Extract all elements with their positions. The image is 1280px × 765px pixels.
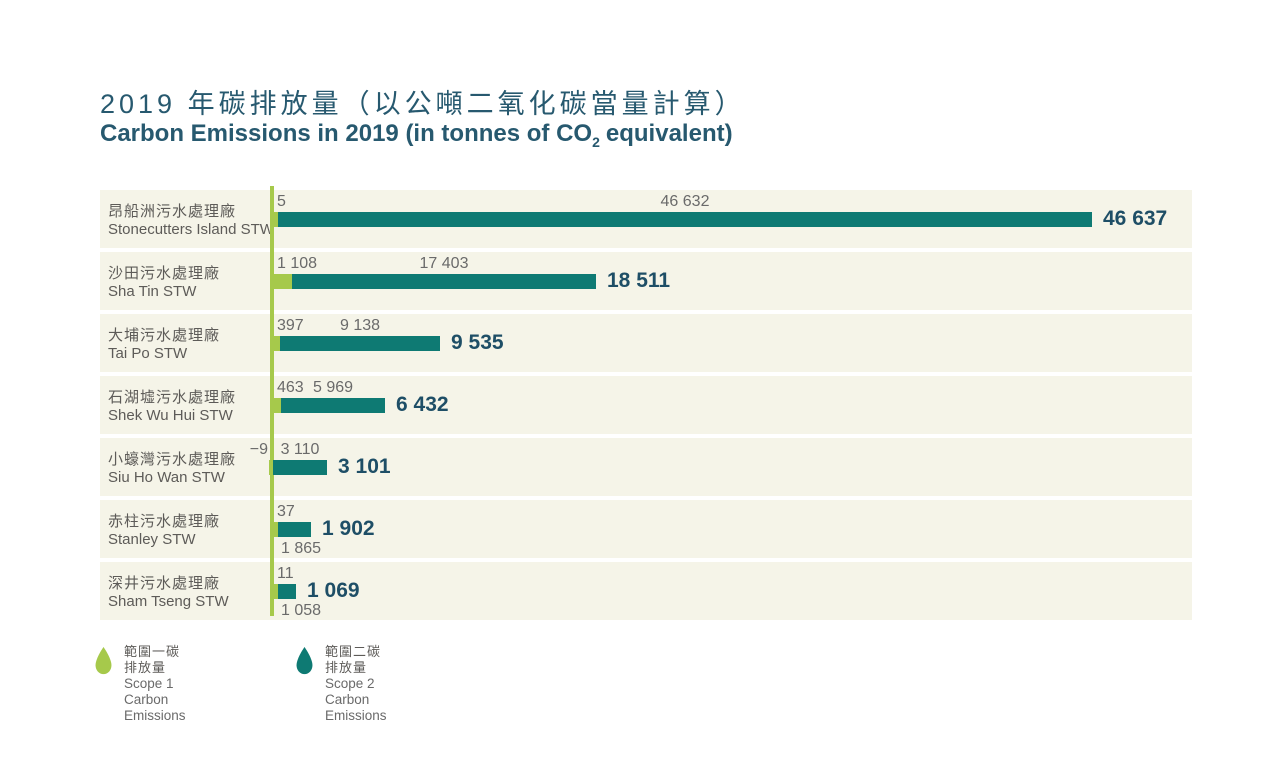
scope1-bar-segment xyxy=(273,336,280,351)
row-label-en: Sha Tin STW xyxy=(108,283,197,300)
scope2-value-label: 1 865 xyxy=(281,540,322,557)
total-value-label: 1 069 xyxy=(307,579,360,602)
scope2-value-label: 5 969 xyxy=(312,379,354,396)
scope1-bar-segment xyxy=(273,212,278,227)
row-label-zh: 大埔污水處理廠 xyxy=(108,327,221,344)
co2-subscript: 2 xyxy=(592,133,600,150)
scope1-bar-segment xyxy=(269,460,273,475)
scope1-value-label: 463 xyxy=(277,379,304,396)
scope2-bar-segment xyxy=(281,398,385,413)
row-label-zh: 赤柱污水處理廠 xyxy=(108,513,221,530)
scope2-bar-segment xyxy=(273,460,327,475)
chart-row: 石湖墟污水處理廠 Shek Wu Hui STW 463 5 969 6 432 xyxy=(100,376,1192,434)
total-value-label: 18 511 xyxy=(607,269,671,292)
row-label-en: Stanley STW xyxy=(108,531,196,548)
scope2-bar-segment xyxy=(278,584,296,599)
total-value-label: 6 432 xyxy=(396,393,449,416)
legend-item-scope2: 範圍二碳排放量 Scope 2 Carbon Emissions xyxy=(293,644,387,724)
scope1-value-label: −9 xyxy=(249,441,268,458)
scope2-value-label: 1 058 xyxy=(281,602,322,619)
total-value-label: 46 637 xyxy=(1103,207,1168,230)
row-label: 昂船洲污水處理廠 Stonecutters Island STW xyxy=(108,203,274,239)
chart-row: 小蠔灣污水處理廠 Siu Ho Wan STW −9 3 110 3 101 xyxy=(100,438,1192,496)
chart-row: 赤柱污水處理廠 Stanley STW 37 1 865 1 902 xyxy=(100,500,1192,558)
chart-row: 昂船洲污水處理廠 Stonecutters Island STW 5 46 63… xyxy=(100,190,1192,248)
scope2-value-label: 3 110 xyxy=(280,441,320,458)
scope2-value-label: 9 138 xyxy=(339,317,381,334)
scope1-value-label: 37 xyxy=(277,503,295,520)
chart-row: 深井污水處理廠 Sham Tseng STW 11 1 058 1 069 xyxy=(100,562,1192,620)
legend-label-scope2-en: Scope 2 Carbon Emissions xyxy=(325,676,387,723)
scope1-bar-segment xyxy=(273,522,278,537)
total-value-label: 9 535 xyxy=(451,331,504,354)
chart-title-zh: 2019 年碳排放量（以公噸二氧化碳當量計算） xyxy=(100,89,746,119)
axis-line xyxy=(270,186,274,616)
row-label: 赤柱污水處理廠 Stanley STW xyxy=(108,513,220,549)
scope2-bar-segment xyxy=(278,212,1092,227)
scope1-bar-segment xyxy=(273,584,278,599)
row-label-zh: 小蠔灣污水處理廠 xyxy=(108,451,237,468)
scope2-bar-segment xyxy=(292,274,596,289)
scope1-value-label: 397 xyxy=(277,317,304,334)
drop-icon xyxy=(95,646,112,675)
row-label-zh: 深井污水處理廠 xyxy=(108,575,221,592)
row-label: 大埔污水處理廠 Tai Po STW xyxy=(108,327,220,363)
legend-label-scope1: 範圍一碳排放量 Scope 1 Carbon Emissions xyxy=(124,644,186,724)
row-label-zh: 昂船洲污水處理廠 xyxy=(108,203,237,220)
row-label-en: Stonecutters Island STW xyxy=(108,221,274,238)
row-label: 沙田污水處理廠 Sha Tin STW xyxy=(108,265,220,301)
chart-row: 大埔污水處理廠 Tai Po STW 397 9 138 9 535 xyxy=(100,314,1192,372)
total-value-label: 3 101 xyxy=(338,455,391,478)
scope1-value-label: 11 xyxy=(277,565,294,582)
scope1-bar-segment xyxy=(273,274,292,289)
scope2-bar-segment xyxy=(278,522,311,537)
scope1-value-label: 5 xyxy=(277,193,286,210)
row-label: 深井污水處理廠 Sham Tseng STW xyxy=(108,575,229,611)
row-label-en: Sham Tseng STW xyxy=(108,593,229,610)
scope2-bar-segment xyxy=(280,336,440,351)
chart-title-en: Carbon Emissions in 2019 (in tonnes of C… xyxy=(100,120,733,150)
row-label-en: Tai Po STW xyxy=(108,345,188,362)
row-label-zh: 沙田污水處理廠 xyxy=(108,265,221,282)
row-label-zh: 石湖墟污水處理廠 xyxy=(108,389,237,406)
legend-label-scope1-en: Scope 1 Carbon Emissions xyxy=(124,676,186,723)
scope1-bar-segment xyxy=(273,398,281,413)
row-label: 石湖墟污水處理廠 Shek Wu Hui STW xyxy=(108,389,236,425)
legend-label-scope2-zh: 範圍二碳排放量 xyxy=(325,644,382,675)
legend-label-scope2: 範圍二碳排放量 Scope 2 Carbon Emissions xyxy=(325,644,387,724)
row-label-en: Shek Wu Hui STW xyxy=(108,407,233,424)
bar-chart: 昂船洲污水處理廠 Stonecutters Island STW 5 46 63… xyxy=(100,186,1192,622)
row-label: 小蠔灣污水處理廠 Siu Ho Wan STW xyxy=(108,451,236,487)
scope2-value-label: 17 403 xyxy=(419,255,469,272)
scope2-value-label: 46 632 xyxy=(660,193,710,210)
scope1-value-label: 1 108 xyxy=(277,255,318,272)
total-value-label: 1 902 xyxy=(322,517,375,540)
chart-title-en-text: Carbon Emissions in 2019 (in tonnes of C… xyxy=(100,120,593,147)
row-label-en: Siu Ho Wan STW xyxy=(108,469,225,486)
legend-item-scope1: 範圍一碳排放量 Scope 1 Carbon Emissions xyxy=(92,644,186,724)
drop-icon xyxy=(296,646,313,675)
chart-row: 沙田污水處理廠 Sha Tin STW 1 108 17 403 18 511 xyxy=(100,252,1192,310)
chart-title-en-suffix: equivalent) xyxy=(605,120,733,147)
legend-label-scope1-zh: 範圍一碳排放量 xyxy=(124,644,181,675)
